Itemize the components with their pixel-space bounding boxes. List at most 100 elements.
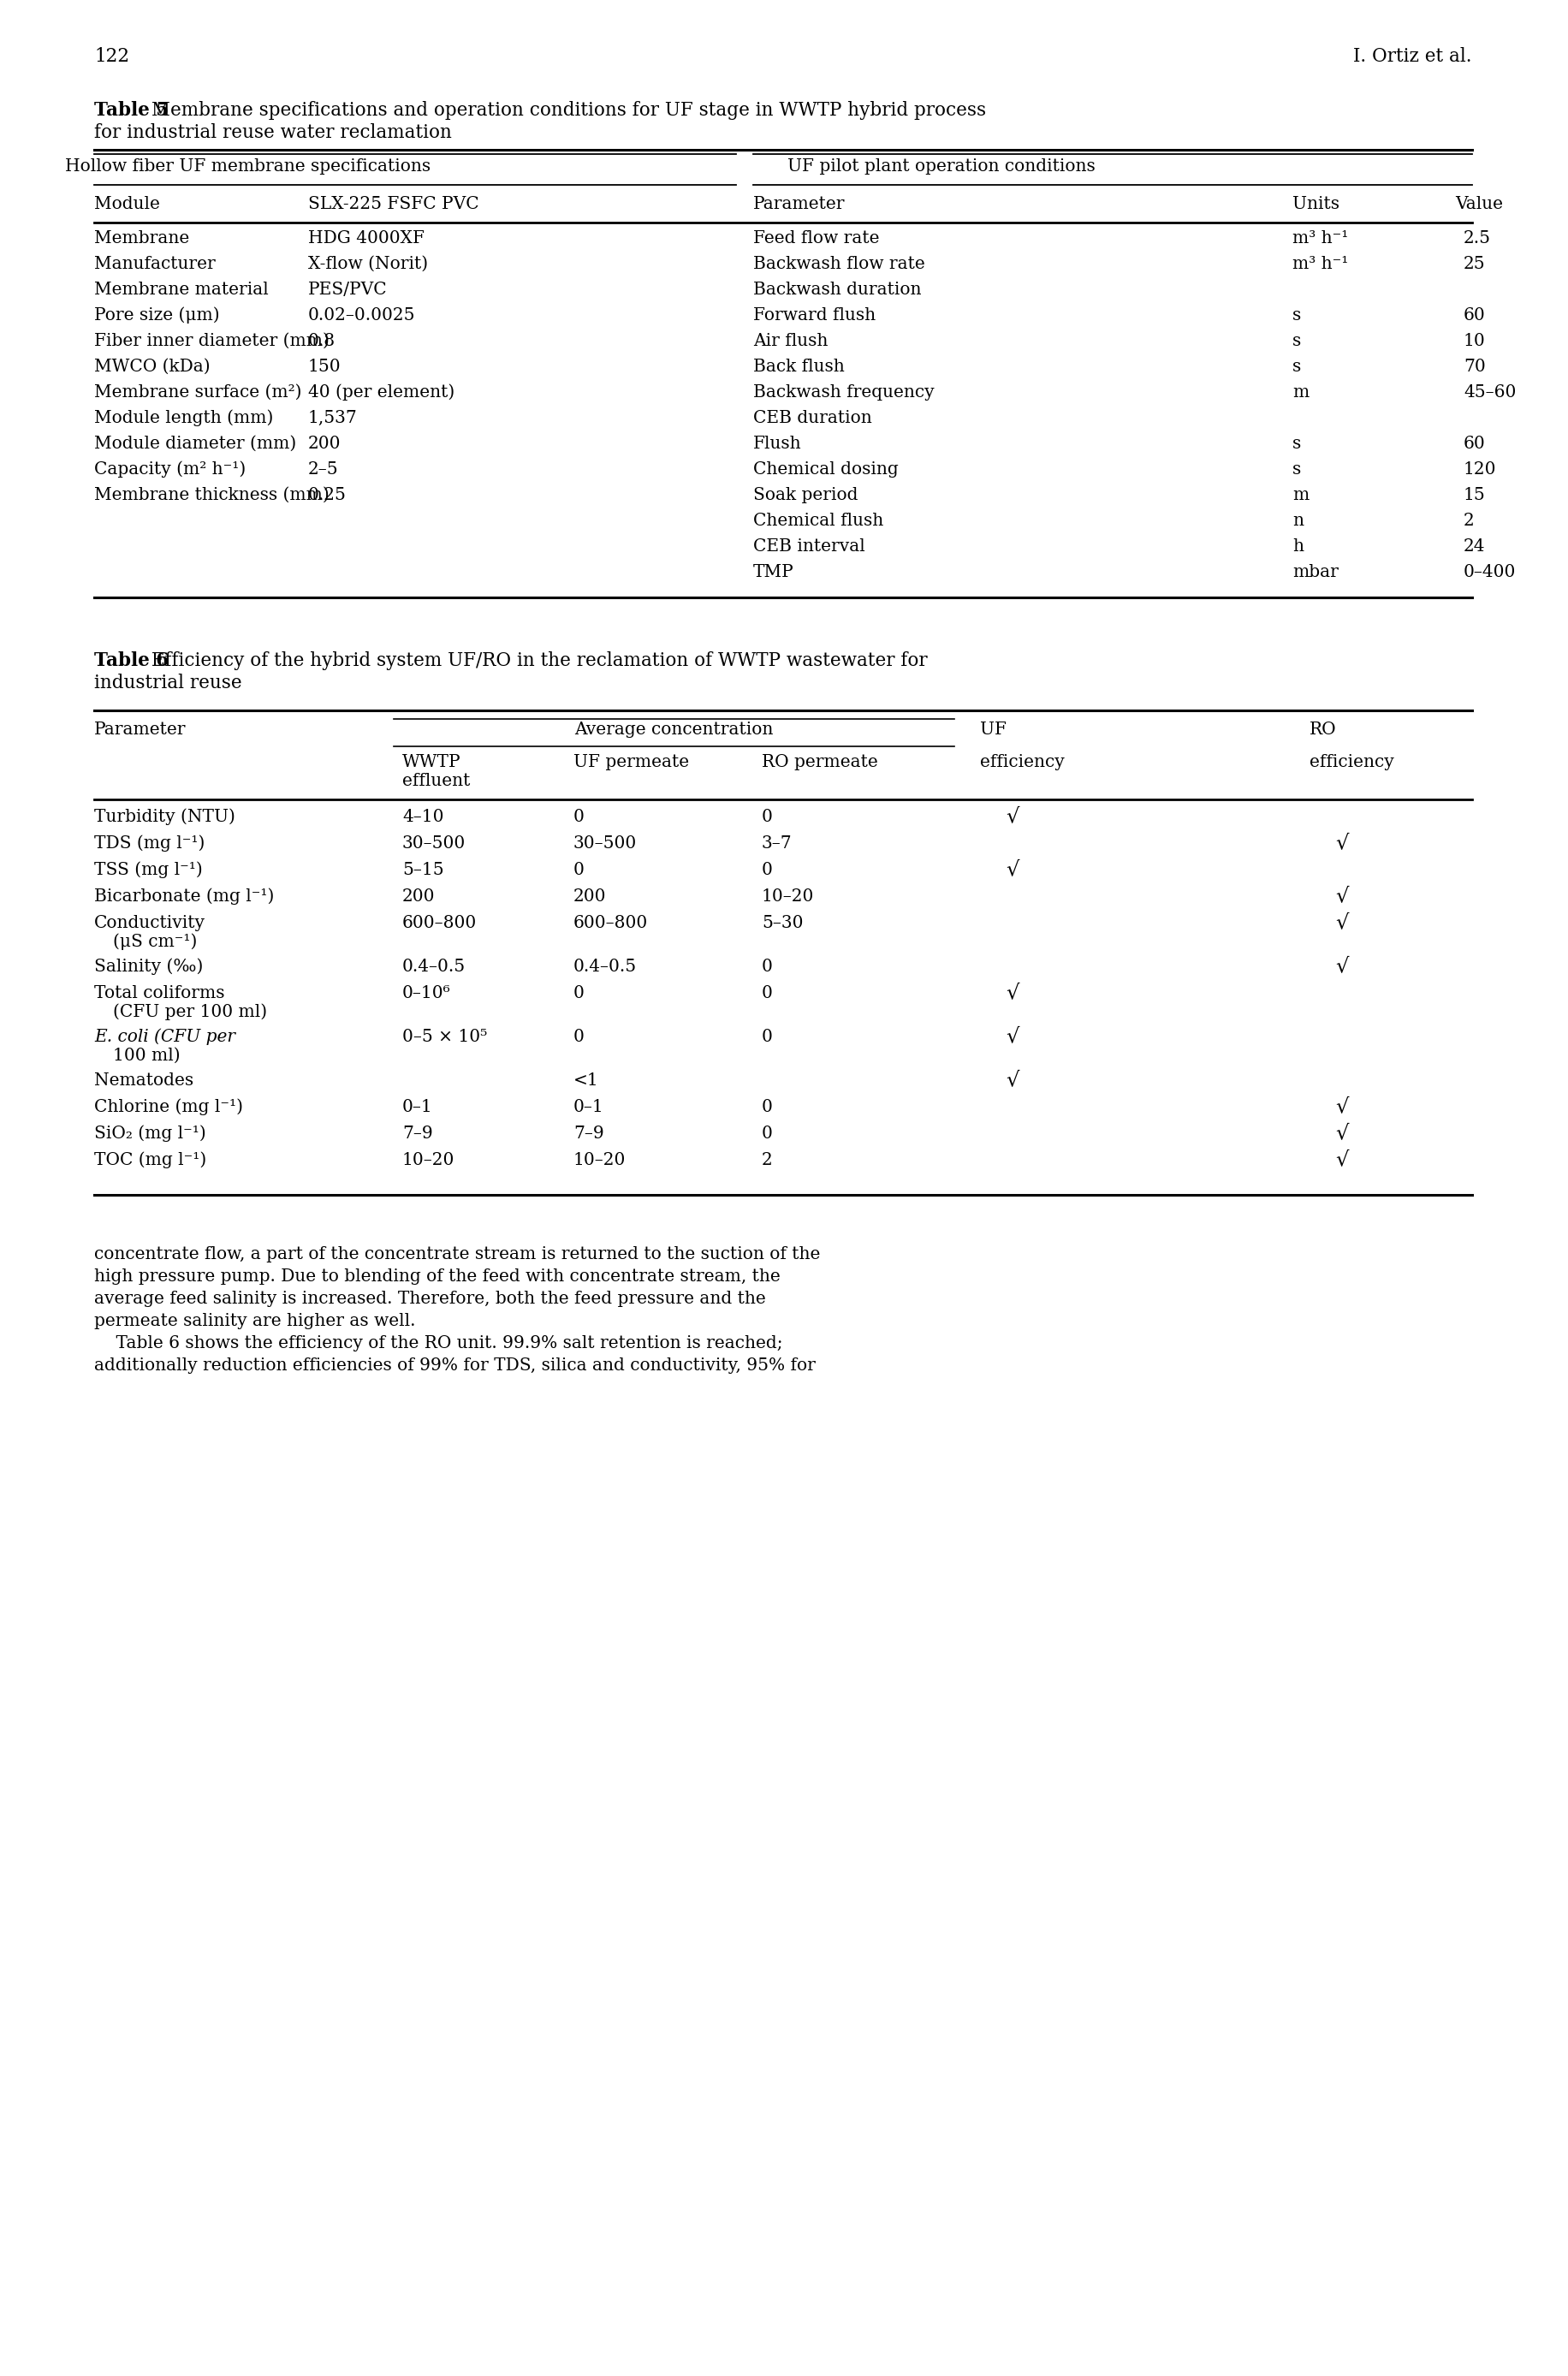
Text: Conductivity: Conductivity	[94, 915, 205, 931]
Text: 0: 0	[574, 986, 585, 1000]
Text: (μS cm⁻¹): (μS cm⁻¹)	[113, 934, 198, 950]
Text: Turbidity (NTU): Turbidity (NTU)	[94, 808, 235, 824]
Text: 5–15: 5–15	[401, 862, 444, 879]
Text: Manufacturer: Manufacturer	[94, 257, 215, 273]
Text: 2–5: 2–5	[307, 461, 339, 478]
Text: RO: RO	[1309, 722, 1336, 739]
Text: 2: 2	[1463, 513, 1474, 530]
Text: 0: 0	[574, 862, 585, 879]
Text: 60: 60	[1463, 307, 1485, 323]
Text: (CFU per 100 ml): (CFU per 100 ml)	[113, 1003, 267, 1019]
Text: 45–60: 45–60	[1463, 385, 1515, 402]
Text: 122: 122	[94, 48, 129, 67]
Text: 120: 120	[1463, 461, 1496, 478]
Text: X-flow (Norit): X-flow (Norit)	[307, 257, 428, 273]
Text: 600–800: 600–800	[401, 915, 477, 931]
Text: for industrial reuse water reclamation: for industrial reuse water reclamation	[94, 124, 452, 143]
Text: √: √	[1334, 886, 1348, 905]
Text: 0.4–0.5: 0.4–0.5	[401, 958, 466, 974]
Text: √: √	[1334, 834, 1348, 853]
Text: Capacity (m² h⁻¹): Capacity (m² h⁻¹)	[94, 461, 246, 478]
Text: mbar: mbar	[1292, 563, 1338, 580]
Text: s: s	[1292, 461, 1300, 478]
Text: 600–800: 600–800	[574, 915, 648, 931]
Text: 70: 70	[1463, 359, 1485, 375]
Text: 0: 0	[762, 1100, 773, 1114]
Text: 0.02–0.0025: 0.02–0.0025	[307, 307, 416, 323]
Text: 0–5 × 10⁵: 0–5 × 10⁵	[401, 1029, 488, 1045]
Text: √: √	[1334, 1150, 1348, 1169]
Text: 4–10: 4–10	[401, 808, 444, 824]
Text: 2.5: 2.5	[1463, 230, 1490, 247]
Text: 7–9: 7–9	[574, 1126, 604, 1143]
Text: effluent: effluent	[401, 772, 470, 789]
Text: Module: Module	[94, 195, 160, 211]
Text: √: √	[1005, 984, 1018, 1003]
Text: m³ h⁻¹: m³ h⁻¹	[1292, 257, 1347, 273]
Text: Parameter: Parameter	[753, 195, 845, 211]
Text: additionally reduction efficiencies of 99% for TDS, silica and conductivity, 95%: additionally reduction efficiencies of 9…	[94, 1357, 815, 1373]
Text: s: s	[1292, 307, 1300, 323]
Text: Parameter: Parameter	[94, 722, 187, 739]
Text: 10: 10	[1463, 333, 1485, 349]
Text: √: √	[1005, 1026, 1018, 1045]
Text: Module diameter (mm): Module diameter (mm)	[94, 435, 296, 451]
Text: TSS (mg l⁻¹): TSS (mg l⁻¹)	[94, 862, 202, 879]
Text: WWTP: WWTP	[401, 753, 461, 770]
Text: Membrane specifications and operation conditions for UF stage in WWTP hybrid pro: Membrane specifications and operation co…	[146, 102, 986, 119]
Text: h: h	[1292, 539, 1303, 554]
Text: 3–7: 3–7	[762, 836, 792, 851]
Text: 1,537: 1,537	[307, 411, 358, 425]
Text: industrial reuse: industrial reuse	[94, 675, 241, 691]
Text: 30–500: 30–500	[574, 836, 637, 851]
Text: m³ h⁻¹: m³ h⁻¹	[1292, 230, 1347, 247]
Text: Soak period: Soak period	[753, 487, 858, 504]
Text: Membrane material: Membrane material	[94, 283, 268, 297]
Text: PES/PVC: PES/PVC	[307, 283, 387, 297]
Text: 0: 0	[762, 1029, 773, 1045]
Text: Membrane thickness (mm): Membrane thickness (mm)	[94, 487, 329, 504]
Text: SiO₂ (mg l⁻¹): SiO₂ (mg l⁻¹)	[94, 1124, 205, 1143]
Text: Table 5: Table 5	[94, 102, 169, 119]
Text: 60: 60	[1463, 435, 1485, 451]
Text: Flush: Flush	[753, 435, 801, 451]
Text: √: √	[1334, 955, 1348, 977]
Text: √: √	[1334, 912, 1348, 931]
Text: 0.8: 0.8	[307, 333, 336, 349]
Text: Backwash duration: Backwash duration	[753, 283, 920, 297]
Text: Membrane surface (m²): Membrane surface (m²)	[94, 385, 301, 402]
Text: Total coliforms: Total coliforms	[94, 986, 224, 1000]
Text: average feed salinity is increased. Therefore, both the feed pressure and the: average feed salinity is increased. Ther…	[94, 1290, 765, 1307]
Text: 5–30: 5–30	[762, 915, 803, 931]
Text: TDS (mg l⁻¹): TDS (mg l⁻¹)	[94, 834, 205, 851]
Text: HDG 4000XF: HDG 4000XF	[307, 230, 425, 247]
Text: 0.25: 0.25	[307, 487, 347, 504]
Text: 30–500: 30–500	[401, 836, 466, 851]
Text: UF permeate: UF permeate	[574, 753, 688, 770]
Text: 10–20: 10–20	[574, 1152, 626, 1169]
Text: Hollow fiber UF membrane specifications: Hollow fiber UF membrane specifications	[66, 159, 431, 173]
Text: SLX-225 FSFC PVC: SLX-225 FSFC PVC	[307, 195, 478, 211]
Text: <1: <1	[574, 1072, 599, 1088]
Text: 0: 0	[762, 958, 773, 974]
Text: efficiency: efficiency	[1309, 753, 1394, 770]
Text: 100 ml): 100 ml)	[113, 1048, 180, 1064]
Text: 0: 0	[762, 1126, 773, 1143]
Text: 0: 0	[762, 862, 773, 879]
Text: Backwash frequency: Backwash frequency	[753, 385, 935, 402]
Text: 10–20: 10–20	[762, 889, 814, 905]
Text: Membrane: Membrane	[94, 230, 190, 247]
Text: Average concentration: Average concentration	[574, 722, 773, 739]
Text: 200: 200	[307, 435, 340, 451]
Text: 150: 150	[307, 359, 340, 375]
Text: efficiency: efficiency	[980, 753, 1065, 770]
Text: m: m	[1292, 487, 1308, 504]
Text: 15: 15	[1463, 487, 1485, 504]
Text: s: s	[1292, 359, 1300, 375]
Text: Fiber inner diameter (mm): Fiber inner diameter (mm)	[94, 333, 329, 349]
Text: E. coli (CFU per: E. coli (CFU per	[94, 1029, 235, 1045]
Text: n: n	[1292, 513, 1303, 530]
Text: CEB duration: CEB duration	[753, 411, 872, 425]
Text: Backwash flow rate: Backwash flow rate	[753, 257, 925, 273]
Text: 0: 0	[762, 986, 773, 1000]
